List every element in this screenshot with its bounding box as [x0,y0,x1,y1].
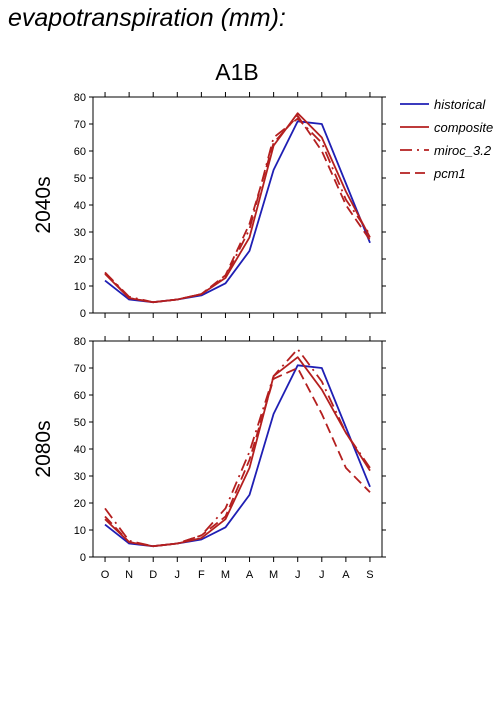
plot-frame [92,340,383,558]
legend-item-historical: historical [400,97,486,112]
legend-label: miroc_3.2 [434,143,492,158]
y-tick-label: 30 [74,471,86,483]
x-tick-label: M [269,569,278,581]
y-tick-label: 30 [74,227,86,239]
y-tick-label: 60 [74,146,86,158]
legend-label: historical [434,97,486,112]
y-tick-label: 50 [74,417,86,429]
y-tick-label: 50 [74,173,86,185]
y-tick-label: 60 [74,390,86,402]
x-tick-label: J [319,569,325,581]
x-tick-label: J [175,569,181,581]
series-line-miroc_3.2 [104,117,371,304]
y-tick-label: 70 [74,363,86,375]
y-tick-label: 10 [74,281,86,293]
series-line-pcm1 [104,115,371,304]
scenario-title: A1B [215,59,258,85]
series-line-miroc_3.2 [104,348,371,548]
x-tick-label: A [246,569,254,581]
x-tick-label: A [342,569,350,581]
legend-item-composite: composite [400,120,493,135]
y-tick-label: 40 [74,200,86,212]
legend-label: pcm1 [433,166,466,181]
y-tick-label: 0 [80,308,86,320]
y-tick-label: 80 [74,336,86,348]
series-line-composite [104,112,371,304]
y-tick-label: 10 [74,525,86,537]
legend-item-pcm1: pcm1 [400,166,466,181]
y-tick-label: 20 [74,498,86,510]
y-tick-label: 40 [74,444,86,456]
legend-item-miroc_3.2: miroc_3.2 [400,143,492,158]
legend: historical composite miroc_3.2 pcm1 [400,97,493,181]
x-tick-label: S [366,569,373,581]
panels: 0 10 20 30 40 50 60 70 80 2040s 0 10 20 30 40 50 60 70 80 O… [32,92,386,581]
panel-label: 2080s [32,420,55,477]
series-line-historical [104,120,371,304]
panel-label: 2040s [32,176,55,233]
legend-label: composite [434,120,493,135]
y-tick-label: 70 [74,119,86,131]
panel-2040s: 0 10 20 30 40 50 60 70 80 2040s [32,92,386,320]
series-line-historical [104,364,371,548]
x-tick-label: F [198,569,205,581]
x-tick-label: J [295,569,301,581]
x-tick-label: D [149,569,157,581]
x-tick-label: O [101,569,110,581]
series-line-composite [104,356,371,548]
y-tick-label: 20 [74,254,86,266]
x-tick-label: M [221,569,230,581]
plot-frame [92,96,383,314]
y-tick-label: 0 [80,552,86,564]
y-tick-label: 80 [74,92,86,104]
panel-2080s: 0 10 20 30 40 50 60 70 80 O N D J F M A M J J A S 2080s [32,336,386,581]
page-title: evapotranspiration (mm): [8,4,286,32]
x-tick-label: N [125,569,133,581]
series-line-pcm1 [104,367,371,548]
